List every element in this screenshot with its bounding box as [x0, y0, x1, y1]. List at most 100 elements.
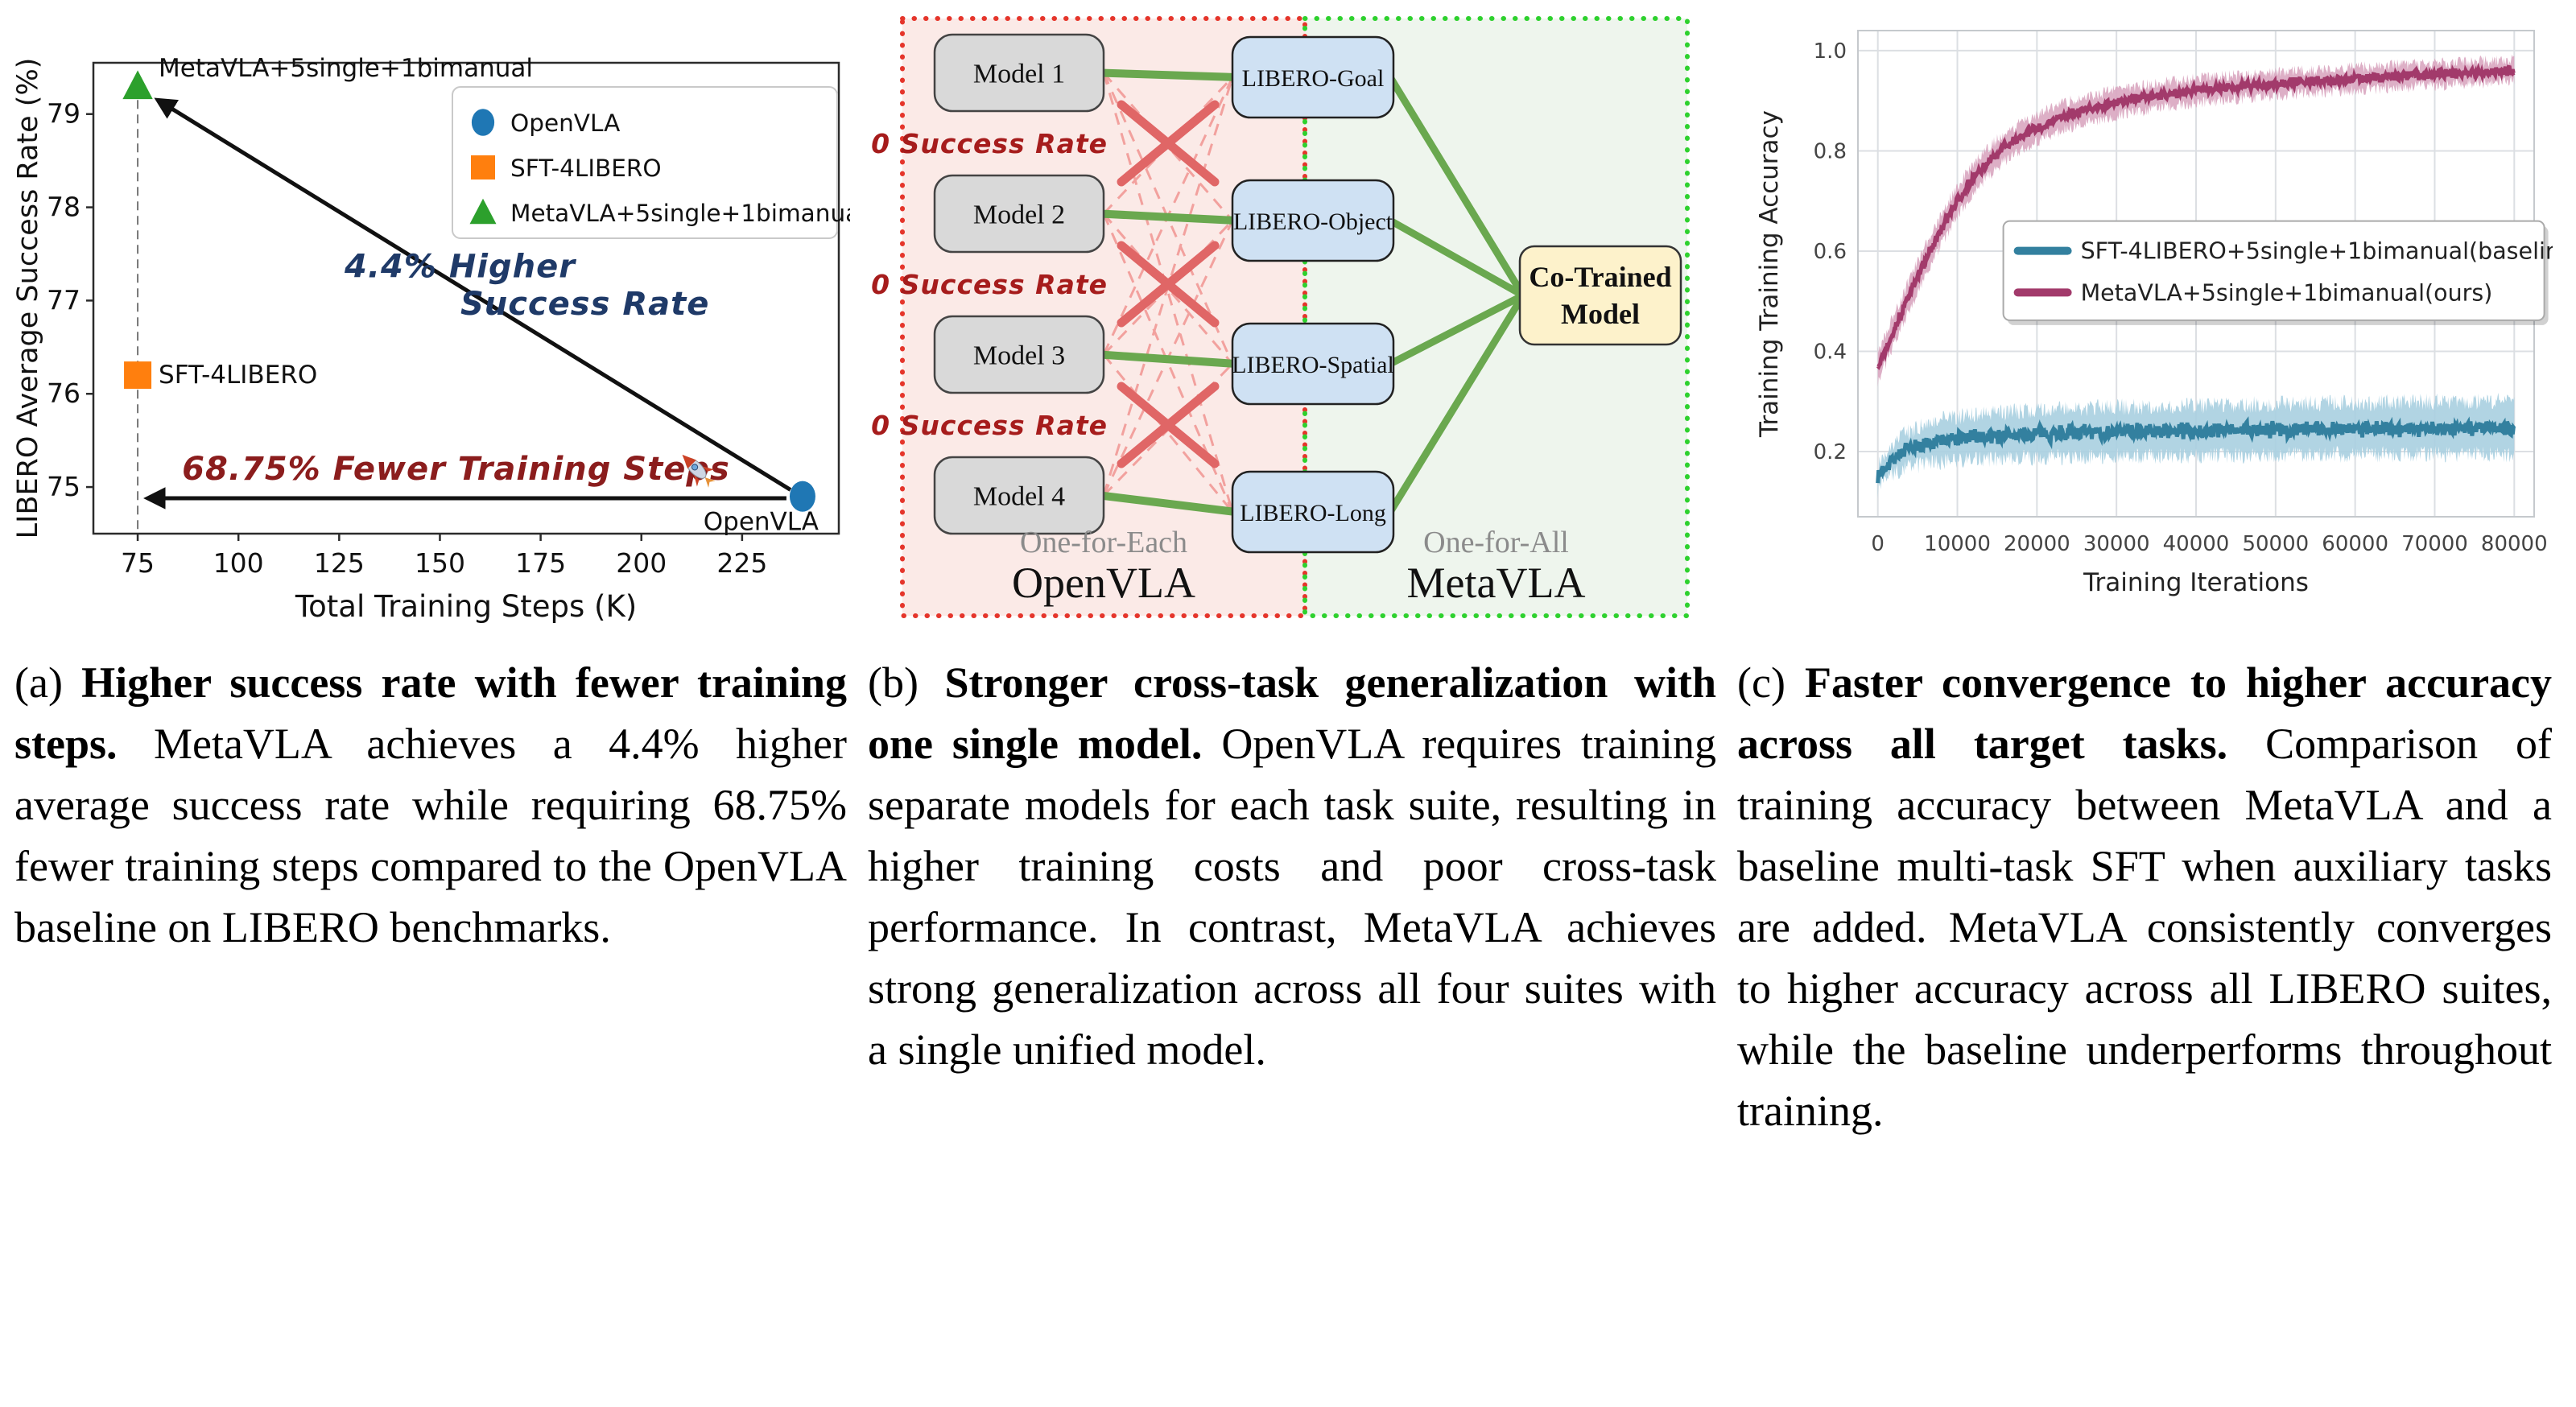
model-box — [933, 456, 1105, 535]
x-tick-label: 200 — [616, 547, 667, 579]
annotation-0: 4.4% Higher — [344, 248, 576, 285]
x-tick-label: 10000 — [1924, 532, 1991, 556]
legend-label: OpenVLA — [510, 109, 620, 137]
model-box-label: Model 3 — [973, 341, 1065, 371]
baseline-line — [1876, 416, 2516, 484]
annotation-2: 68.75% Fewer Training Steps — [182, 451, 730, 488]
legend-label: SFT-4LIBERO — [510, 155, 662, 182]
caption-a-heading: Higher success rate with fewer training … — [14, 658, 847, 768]
matched-link — [1100, 350, 1236, 368]
y-axis-label: Training Training Accuracy — [1755, 110, 1784, 438]
legend: OpenVLA SFT-4LIBERO MetaVLA+5single+1biman… — [452, 86, 850, 239]
x-tick-label: 150 — [415, 547, 465, 579]
y-tick-label: 0.6 — [1814, 240, 1847, 264]
caption-c-heading: Faster convergence to higher accuracy ac… — [1737, 658, 2553, 768]
cotrained-label: Model — [1561, 298, 1640, 330]
arrow-0 — [154, 97, 792, 492]
model-box — [933, 174, 1105, 254]
y-tick-label: 0.8 — [1814, 139, 1847, 163]
suite-box — [1231, 179, 1395, 262]
cotrained-label: Co-Trained — [1529, 261, 1671, 293]
cotrain-link — [1388, 291, 1525, 368]
ours-line — [1876, 62, 2516, 370]
x-tick-label: 30000 — [2083, 532, 2150, 556]
legend: SFT-4LIBERO+5single+1bimanual(baseline) M… — [2002, 220, 2553, 325]
cross-icon — [1117, 100, 1220, 187]
suite-box — [1231, 470, 1395, 554]
suite-box-label: LIBERO-Spatial — [1232, 352, 1394, 378]
caption-c-label: (c) — [1737, 658, 1785, 707]
suite-box-label: LIBERO-Goal — [1242, 65, 1385, 92]
y-tick-label: 78 — [47, 192, 80, 223]
panel-a: 75 100 125 150 175 200 225 75 76 77 78 79 Total Trai… — [13, 6, 852, 1141]
caption-a-label: (a) — [14, 658, 63, 707]
x-tick-label: 50000 — [2242, 532, 2309, 556]
caption-b-label: (b) — [868, 658, 919, 707]
caption-c: (c) Faster convergence to higher accurac… — [1737, 652, 2552, 1141]
x-tick-label: 70000 — [2401, 532, 2468, 556]
legend-label: MetaVLA+5single+1bimanual — [510, 200, 850, 227]
caption-a-body: MetaVLA achieves a 4.4% higher average s… — [14, 720, 848, 951]
cotrained-box — [1518, 245, 1682, 346]
point-label: OpenVLA — [704, 508, 819, 537]
x-tick-label: 0 — [1871, 532, 1885, 556]
footer-openvla: OpenVLA — [1012, 559, 1195, 607]
y-tick-label: 0.2 — [1814, 440, 1847, 464]
panel-b: Model 1 Model 2 Model 3 Model 4 LIBERO-Goal L… — [866, 6, 1721, 1141]
red-dotted-border — [900, 16, 1307, 618]
point-label: SFT-4LIBERO — [159, 361, 317, 390]
model-box — [933, 315, 1105, 394]
suite-box — [1231, 35, 1395, 119]
legend-label: MetaVLA+5single+1bimanual(ours) — [2081, 279, 2493, 306]
cross-icon — [1117, 241, 1220, 328]
matched-link — [1100, 491, 1236, 516]
y-tick-label: 0.4 — [1814, 340, 1847, 365]
y-tick-label: 75 — [47, 471, 80, 502]
x-tick-label: 125 — [314, 547, 365, 579]
suite-box — [1231, 322, 1395, 406]
y-tick-label: 76 — [47, 378, 80, 409]
point-label: MetaVLA+5single+1bimanual — [159, 54, 533, 83]
zero-success-label: 0 Success Rate — [871, 128, 1108, 159]
x-axis-label: Training Iterations — [2083, 568, 2309, 597]
failed-link — [1102, 72, 1234, 513]
failed-link — [1102, 72, 1234, 365]
cotrain-link — [1387, 293, 1526, 514]
scatter-chart: 75 100 125 150 175 200 225 75 76 77 78 79 Total Trai… — [13, 54, 850, 624]
cotrain-link — [1388, 217, 1525, 299]
x-tick-label: 75 — [121, 547, 155, 579]
baseline-band — [1877, 392, 2515, 499]
x-tick-label: 225 — [716, 547, 767, 579]
x-tick-label: 175 — [515, 547, 566, 579]
caption-a: (a) Higher success rate with fewer train… — [14, 652, 847, 958]
y-tick-label: 79 — [47, 98, 80, 130]
caption-b-body: OpenVLA requires training separate model… — [868, 720, 1717, 1074]
y-axis-label: LIBERO Average Success Rate (%) — [13, 58, 44, 539]
zero-success-label: 0 Success Rate — [871, 269, 1108, 300]
diagram-slot: Model 1 Model 2 Model 3 Model 4 LIBERO-Goal L… — [866, 6, 1721, 637]
cross-icon — [1117, 382, 1220, 468]
x-tick-label: 20000 — [2004, 532, 2070, 556]
model-box-label: Model 2 — [973, 200, 1065, 230]
footer-one-for-each: One-for-Each — [1020, 526, 1187, 559]
matched-link — [1100, 209, 1236, 225]
ours-band — [1877, 54, 2515, 387]
model-box-label: Model 1 — [973, 60, 1065, 89]
x-tick-label: 60000 — [2322, 532, 2388, 556]
suite-box-label: LIBERO-Object — [1233, 208, 1393, 235]
x-axis-label: Total Training Steps (K) — [295, 589, 637, 624]
failed-link — [1102, 353, 1234, 513]
suite-box-label: LIBERO-Long — [1240, 500, 1386, 526]
caption-b: (b) Stronger cross-task generalization w… — [868, 652, 1716, 1080]
x-tick-label: 40000 — [2163, 532, 2230, 556]
footer-metavla: MetaVLA — [1407, 559, 1586, 607]
architecture-diagram: Model 1 Model 2 Model 3 Model 4 LIBERO-Goal L… — [871, 16, 1690, 618]
x-tick-label: 80000 — [2481, 532, 2548, 556]
model-box-label: Model 4 — [973, 482, 1065, 512]
caption-b-heading: Stronger cross-task generalization with … — [868, 658, 1716, 768]
annotation-1: Success Rate — [460, 286, 709, 323]
zero-success-label: 0 Success Rate — [871, 410, 1108, 441]
matched-link — [1100, 68, 1236, 81]
model-box — [933, 33, 1105, 113]
line-chart-slot: 0 10000 20000 30000 40000 50000 60000 70000 8000… — [1736, 6, 2557, 637]
